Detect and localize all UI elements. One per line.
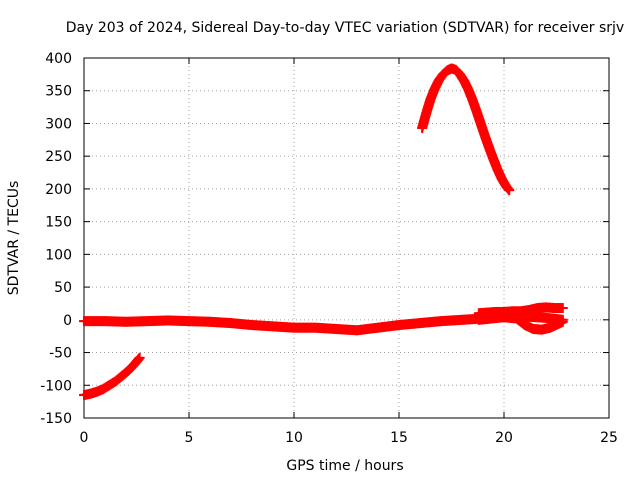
y-tick-label: -100 [40, 378, 72, 394]
y-tick-label: -50 [49, 346, 72, 362]
y-tick-label: 0 [63, 313, 72, 329]
data-points [79, 63, 568, 401]
y-tick-label: 100 [45, 247, 72, 263]
x-tick-label: 5 [185, 430, 194, 446]
data-point [557, 303, 568, 314]
x-tick-label: 20 [495, 430, 513, 446]
series-high-arc [417, 63, 515, 196]
data-point [134, 352, 145, 363]
y-tick-label: 50 [54, 280, 72, 296]
series-early-negative-arc [79, 352, 145, 401]
y-tick-label: -150 [40, 411, 72, 427]
data-point [557, 316, 568, 327]
y-axis-ticks: -150 -100 -50 0 50 100 150 200 250 300 350 400 [40, 51, 609, 427]
y-tick-label: 250 [45, 149, 72, 165]
y-tick-label: 350 [45, 84, 72, 100]
y-tick-label: 400 [45, 51, 72, 67]
y-tick-label: 200 [45, 182, 72, 198]
chart-title: Day 203 of 2024, Sidereal Day-to-day VTE… [66, 20, 624, 36]
x-tick-label: 15 [390, 430, 408, 446]
x-axis-label: GPS time / hours [286, 458, 403, 474]
x-axis-ticks: 0 5 10 15 20 25 [80, 58, 618, 446]
plot-frame [83, 57, 610, 419]
x-tick-label: 10 [285, 430, 303, 446]
x-tick-label: 25 [600, 430, 618, 446]
x-tick-label: 0 [80, 430, 89, 446]
grid [84, 58, 609, 418]
data-point [504, 185, 515, 196]
y-tick-label: 150 [45, 215, 72, 231]
y-axis-label: SDTVAR / TECUs [6, 181, 22, 296]
series-near-zero-band [79, 311, 568, 336]
y-tick-label: 300 [45, 116, 72, 132]
series-late-scatter-lower [473, 312, 568, 335]
